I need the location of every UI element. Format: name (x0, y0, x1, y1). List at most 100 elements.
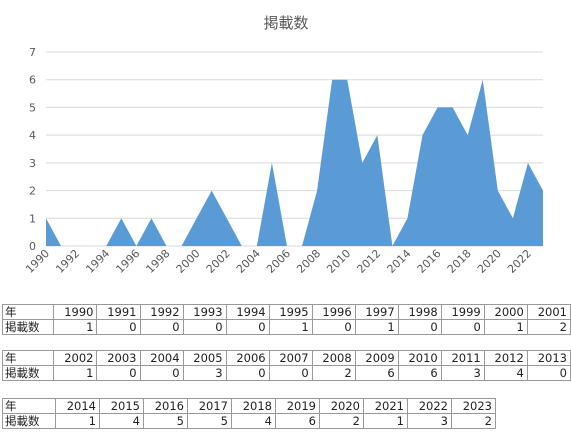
table-cell-count: 0 (96, 365, 141, 381)
x-tick-label: 2008 (294, 247, 323, 276)
table-cell-year: 2005 (182, 350, 227, 366)
table-cell-count: 1 (268, 319, 313, 335)
table-cell-year: 2011 (440, 350, 485, 366)
table-cell-count: 0 (139, 365, 184, 381)
table-cell-year: 1995 (268, 304, 313, 320)
table-cell-year: 1997 (354, 304, 399, 320)
table-cell-count: 0 (311, 319, 356, 335)
table-cell-count: 0 (440, 319, 485, 335)
x-tick-label: 2014 (385, 247, 414, 276)
table-row-counts: 掲載数 1 4 5 5 4 6 2 1 3 2 (2, 413, 496, 429)
table-value-label: 掲載数 (1, 365, 55, 381)
table-row-years: 年 2002 2003 2004 2005 2006 2007 2008 200… (1, 350, 571, 366)
x-tick-label: 1994 (83, 247, 112, 276)
x-tick-label: 2010 (324, 247, 353, 276)
table-cell-year: 2013 (526, 350, 571, 366)
table-cell-year: 2023 (451, 398, 496, 414)
table-cell-year: 1999 (440, 304, 485, 320)
y-tick-label: 2 (29, 185, 36, 198)
table-cell-count: 4 (99, 413, 144, 429)
table-cell-year: 2017 (187, 398, 232, 414)
table-cell-count: 1 (354, 319, 399, 335)
y-tick-label: 1 (29, 212, 36, 225)
data-table-2: 年 2002 2003 2004 2005 2006 2007 2008 200… (1, 350, 571, 381)
table-cell-year: 2002 (53, 350, 98, 366)
y-tick-label: 4 (29, 129, 36, 142)
table-cell-count: 5 (143, 413, 188, 429)
table-cell-year: 2022 (407, 398, 452, 414)
table-cell-count: 1 (55, 413, 100, 429)
table-cell-count: 1 (53, 319, 98, 335)
table-cell-year: 2004 (139, 350, 184, 366)
table-row-years: 年 2014 2015 2016 2017 2018 2019 2020 202… (2, 398, 496, 414)
table-cell-count: 0 (526, 365, 571, 381)
table-cell-year: 2020 (319, 398, 364, 414)
y-tick-label: 7 (29, 46, 36, 59)
table-cell-year: 1998 (397, 304, 442, 320)
table-cell-count: 0 (225, 365, 270, 381)
table-cell-count: 5 (187, 413, 232, 429)
table-cell-year: 2010 (397, 350, 442, 366)
table-header-label: 年 (2, 398, 56, 414)
table-cell-count: 6 (397, 365, 442, 381)
table-cell-count: 0 (182, 319, 227, 335)
table-cell-count: 0 (268, 365, 313, 381)
gridlines (46, 51, 543, 247)
table-cell-count: 2 (526, 319, 571, 335)
x-tick-label: 2012 (354, 247, 383, 276)
table-cell-year: 2008 (311, 350, 356, 366)
table-cell-count: 0 (139, 319, 184, 335)
table-cell-year: 2015 (99, 398, 144, 414)
table-header-label: 年 (1, 304, 55, 320)
table-cell-count: 0 (225, 319, 270, 335)
table-cell-count: 1 (53, 365, 98, 381)
x-tick-label: 2002 (204, 247, 233, 276)
table-value-label: 掲載数 (2, 413, 56, 429)
x-tick-label: 2004 (234, 247, 263, 276)
table-row-years: 年 1990 1991 1992 1993 1994 1995 1996 199… (1, 304, 571, 320)
table-cell-count: 3 (182, 365, 227, 381)
table-header-label: 年 (1, 350, 55, 366)
y-tick-label: 5 (29, 101, 36, 114)
table-cell-year: 2016 (143, 398, 188, 414)
x-tick-label: 2022 (505, 247, 534, 276)
x-tick-label: 1996 (113, 247, 142, 276)
table-cell-year: 1993 (182, 304, 227, 320)
table-cell-count: 6 (354, 365, 399, 381)
area-chart: 掲載数 0 1 2 3 4 5 6 7 1990 1992 1994 1996 1998 2000 200… (23, 14, 543, 276)
table-cell-count: 1 (363, 413, 408, 429)
table-cell-count: 4 (231, 413, 276, 429)
table-value-label: 掲載数 (1, 319, 55, 335)
table-cell-year: 2009 (354, 350, 399, 366)
table-cell-count: 1 (483, 319, 528, 335)
y-tick-label: 0 (29, 240, 36, 253)
table-cell-count: 3 (440, 365, 485, 381)
y-tick-label: 3 (29, 157, 36, 170)
data-table-1: 年 1990 1991 1992 1993 1994 1995 1996 199… (1, 304, 571, 335)
table-cell-year: 2018 (231, 398, 276, 414)
table-cell-year: 1990 (53, 304, 98, 320)
x-axis-ticks: 1990 1992 1994 1996 1998 2000 2002 2004 2006 2008… (23, 247, 534, 276)
table-cell-year: 2001 (526, 304, 571, 320)
table-cell-year: 2000 (483, 304, 528, 320)
table-cell-year: 2021 (363, 398, 408, 414)
table-cell-year: 1996 (311, 304, 356, 320)
table-cell-count: 6 (275, 413, 320, 429)
area-series (46, 79, 543, 246)
x-tick-label: 2000 (174, 247, 203, 276)
table-cell-count: 2 (319, 413, 364, 429)
table-cell-count: 3 (407, 413, 452, 429)
table-cell-year: 1994 (225, 304, 270, 320)
table-cell-count: 0 (397, 319, 442, 335)
y-tick-label: 6 (29, 74, 36, 87)
data-table-3: 年 2014 2015 2016 2017 2018 2019 2020 202… (2, 398, 496, 429)
area-series-fill (46, 79, 543, 246)
x-tick-label: 2018 (445, 247, 474, 276)
chart-title: 掲載数 (263, 14, 308, 32)
x-tick-label: 2016 (415, 247, 444, 276)
y-axis-ticks: 0 1 2 3 4 5 6 7 (29, 46, 36, 253)
table-row-counts: 掲載数 1 0 0 0 0 1 0 1 0 0 1 2 (1, 319, 571, 335)
table-cell-year: 2007 (268, 350, 313, 366)
table-cell-count: 0 (96, 319, 141, 335)
table-cell-count: 2 (311, 365, 356, 381)
